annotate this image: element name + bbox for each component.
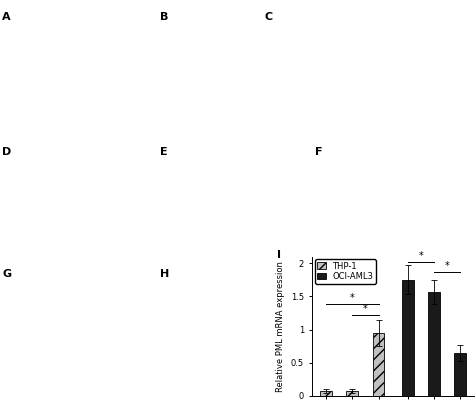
Bar (427, 292, 439, 396)
Bar (454, 353, 466, 396)
Text: *: * (362, 304, 367, 314)
Text: *: * (417, 250, 422, 261)
Bar (346, 391, 357, 396)
Text: E: E (159, 147, 167, 158)
Text: *: * (349, 293, 354, 303)
Text: C: C (264, 12, 272, 22)
Bar (401, 280, 413, 396)
Text: A: A (2, 12, 11, 22)
Text: *: * (444, 261, 449, 271)
Bar (372, 333, 384, 396)
Text: B: B (159, 12, 168, 22)
Legend: THP-1, OCI-AML3: THP-1, OCI-AML3 (314, 259, 375, 284)
Text: H: H (159, 269, 169, 279)
Text: D: D (2, 147, 11, 158)
Text: I: I (277, 250, 280, 260)
Text: G: G (2, 269, 11, 279)
Bar (319, 391, 331, 396)
Y-axis label: Relative PML mRNA expression: Relative PML mRNA expression (276, 261, 285, 391)
Text: F: F (314, 147, 322, 158)
